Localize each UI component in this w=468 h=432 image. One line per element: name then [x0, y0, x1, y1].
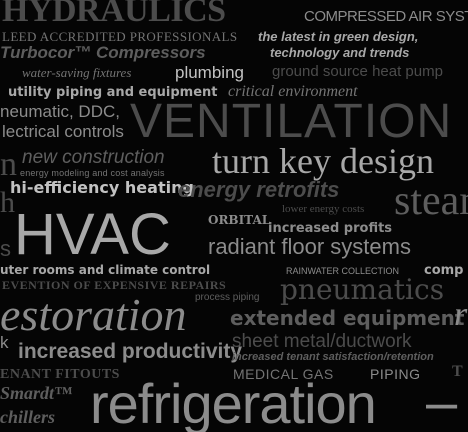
word-process-piping: process piping — [195, 292, 260, 303]
word-lower-energy-costs: lower energy costs — [282, 203, 365, 215]
word-radiant-floor: radiant floor systems — [208, 234, 411, 259]
word-technology-trends: technology and trends — [270, 45, 410, 60]
word-leed: LEED ACCREDITED PROFESSIONALS — [2, 29, 238, 44]
word-utility-piping: utility piping and equipment — [8, 85, 218, 100]
word-steam: steam — [394, 178, 468, 224]
word-medical-gas: MEDICAL GAS — [233, 366, 334, 382]
word-turn-key-design: turn key design — [212, 141, 434, 181]
word-restoration: estoration — [0, 289, 187, 340]
word-critical-environment: critical environment — [228, 83, 358, 100]
word-hvac: HVAC — [14, 202, 171, 267]
word-green-design: the latest in green design, — [258, 29, 419, 44]
word-piping: PIPING — [370, 366, 421, 382]
word-increased-productivity: increased productivity — [18, 340, 243, 363]
word-hi-efficiency-heating: hi-efficiency heating — [10, 178, 194, 197]
word-new-construction: new construction — [22, 147, 165, 168]
word-dash: – — [426, 370, 458, 432]
word-fragment-t: T — [452, 363, 463, 380]
word-rainwater-collection: RAINWATER COLLECTION — [286, 266, 400, 276]
word-computer-rooms: uter rooms and climate control — [0, 263, 211, 277]
word-compressed-air: COMPRESSED AIR SYSTEM — [304, 8, 468, 25]
word-tenant-satisfaction: increased tenant satisfaction/retention — [232, 351, 434, 363]
word-refrigeration: refrigeration — [90, 372, 377, 432]
word-hydraulics: HYDRAULICS — [2, 0, 226, 29]
word-plumbing: plumbing — [175, 63, 244, 82]
word-energy-retrofits: energy retrofits — [178, 177, 340, 202]
word-prevention-repairs: EVENTION OF EXPENSIVE REPAIRS — [2, 278, 227, 292]
word-extended-equipment-life: extended equipment life — [230, 306, 468, 330]
word-pneumatic-ddc: neumatic, DDC, — [0, 102, 120, 121]
word-ground-source: ground source heat pump — [272, 63, 443, 80]
word-orbital: ORBITAL — [208, 213, 271, 227]
word-ventilation: VENTILATION — [130, 95, 453, 148]
word-fragment-n: n — [0, 146, 17, 183]
word-fragment-k: k — [0, 333, 9, 352]
word-water-saving: water-saving fixtures — [22, 65, 132, 80]
word-energy-modeling: energy modeling and cost analysis — [20, 168, 165, 178]
word-turbocor: Turbocor™ Compressors — [0, 43, 206, 62]
word-sheet-metal: sheet metal/ductwork — [232, 331, 412, 352]
word-electrical-controls: lectrical controls — [2, 122, 124, 141]
word-smardt: Smardt™ — [0, 383, 73, 403]
word-fragment-s: s — [0, 236, 11, 261]
word-fragment-comp: comp — [424, 263, 464, 278]
word-pneumatics: pneumatics — [280, 273, 445, 306]
word-fragment-h: h — [0, 186, 15, 219]
word-tenant-fitouts: ENANT FITOUTS — [0, 367, 120, 382]
word-fragment-r: r — [454, 296, 468, 333]
word-increased-profits: increased profits — [268, 221, 393, 236]
word-chillers: chillers — [0, 407, 56, 427]
